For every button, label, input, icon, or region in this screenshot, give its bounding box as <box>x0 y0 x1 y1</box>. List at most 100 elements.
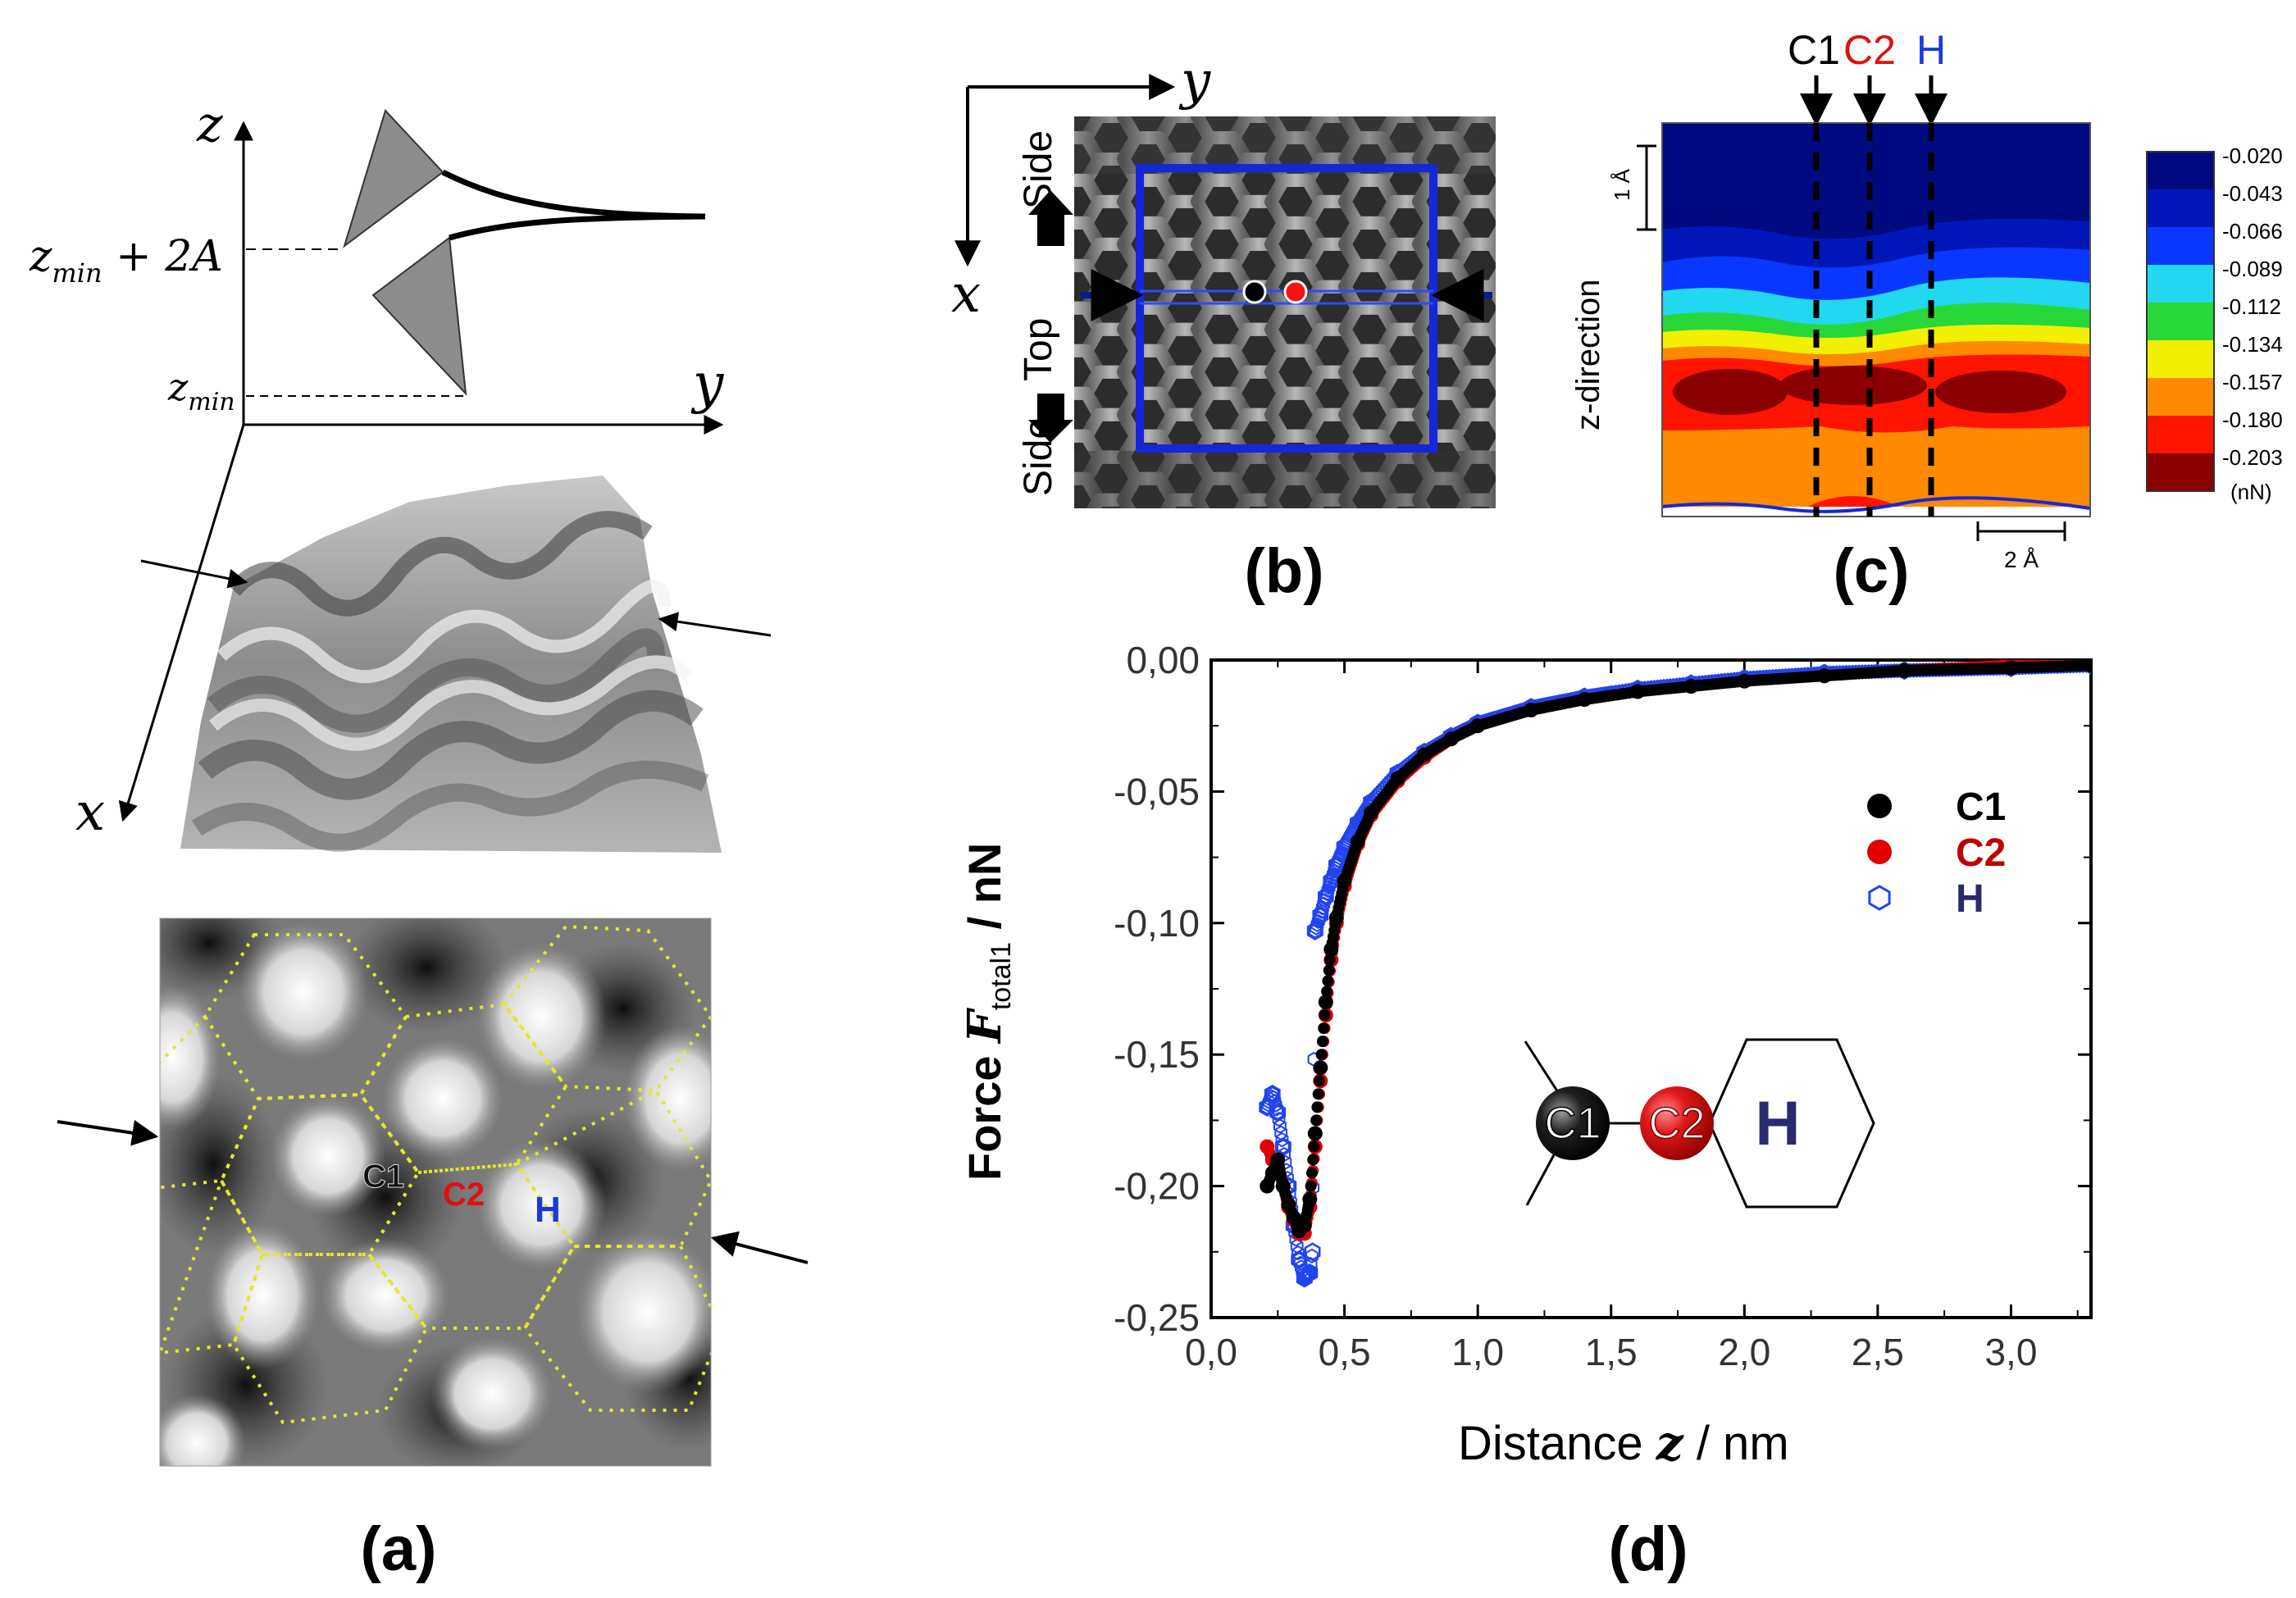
d-data-point-c1 <box>1364 805 1379 821</box>
c-colorbar: -0.020 -0.043 -0.066 -0.089 -0.112 -0.134 -0.1… <box>2146 143 2283 504</box>
image-arrow-left <box>57 1119 159 1146</box>
b-up-arrow-icon <box>1028 190 1073 246</box>
d-point-c1 <box>1314 1075 1326 1087</box>
c-scale-z-label: 1 Å <box>1610 168 1634 201</box>
d-data-point-h <box>1317 887 1334 907</box>
d-point-h <box>1273 1118 1287 1134</box>
d-point-c1 <box>1323 964 1335 977</box>
d-data-point-c1 <box>1264 1165 1280 1181</box>
d-point-c1 <box>1324 954 1337 966</box>
d-data-point-c1 <box>1275 1178 1291 1194</box>
d-data-point-h <box>1312 905 1329 925</box>
d-xtick-label: 2,0 <box>1718 1331 1770 1373</box>
y-axis-label: y <box>690 352 724 415</box>
d-xtick-label: 0,5 <box>1319 1331 1371 1373</box>
c-ylabel: z-direction <box>1570 279 1606 430</box>
x-axis-line <box>118 424 245 822</box>
site-label-h: H <box>535 1190 561 1230</box>
d-data-point-c1 <box>1683 679 1699 694</box>
afm-2d-image <box>160 918 711 1466</box>
d-point-h <box>1304 1257 1318 1272</box>
d-data-point-c1 <box>1897 662 1912 678</box>
d-xtick-label: 0,0 <box>1185 1331 1237 1373</box>
d-ytick-label: -0,20 <box>1114 1165 1200 1208</box>
site-label-c2: C2 <box>443 1177 485 1213</box>
d-inset-c1-ball <box>1536 1086 1610 1160</box>
colorbar-tick-label: -0.066 <box>2222 219 2283 244</box>
site-dot-c1 <box>1242 280 1267 304</box>
d-point-h <box>1292 1245 1305 1261</box>
colorbar-tick-label: -0.020 <box>2222 143 2283 168</box>
d-point-c1 <box>1308 1140 1320 1153</box>
colorbar-swatch <box>2147 265 2214 303</box>
colorbar-tick-label: -0.134 <box>2222 332 2283 357</box>
d-point-h <box>1297 1270 1311 1286</box>
d-inset-hexagon <box>1708 1038 1875 1209</box>
colorbar-swatch <box>2147 416 2214 453</box>
colorbar-swatch <box>2147 303 2214 340</box>
d-legend-label: C2 <box>1956 831 2006 875</box>
d-data-point-c1 <box>1313 1060 1328 1076</box>
site-dot-c2 <box>1283 280 1308 304</box>
d-data-point-h <box>1301 1263 1319 1282</box>
d-point-c1 <box>1318 1022 1330 1035</box>
c-contour-map <box>1662 123 2090 517</box>
d-data-point-h <box>1304 1242 1321 1262</box>
panel-c: C1 C2 H 1 Å z-direc <box>1570 27 2283 606</box>
d-ytick-label: 0,00 <box>1126 639 1200 681</box>
d-point-c1 <box>1305 1180 1317 1192</box>
d-inset-h-label: H <box>1756 1089 1801 1159</box>
d-data-point-c1 <box>1417 747 1433 763</box>
d-data-point-c1 <box>1318 995 1333 1010</box>
d-xlabel: Distance z / nm <box>1458 1415 1789 1471</box>
d-point-c1 <box>1307 1154 1319 1166</box>
tip-upper-triangle <box>343 109 444 248</box>
image-arrow-right <box>710 1231 809 1264</box>
d-xtick-label: 3,0 <box>1984 1331 2037 1373</box>
d-xtick-label: 1,5 <box>1585 1331 1638 1373</box>
d-data-point-c1 <box>1286 1210 1301 1226</box>
d-data-point-c1 <box>1296 1218 1312 1233</box>
d-ytick-label: -0,25 <box>1114 1296 1200 1339</box>
d-data-point-h <box>1259 1097 1276 1117</box>
d-data-point-c1 <box>1307 1126 1323 1141</box>
d-point-h <box>1319 889 1332 904</box>
b-x-axis-label: x <box>951 264 981 325</box>
d-data-point-c1 <box>1328 910 1344 926</box>
panel-b-label: (b) <box>1244 536 1323 606</box>
colorbar-tick-label: -0.089 <box>2222 257 2283 281</box>
d-point-c1 <box>1305 1167 1318 1179</box>
d-point-h <box>1270 1101 1283 1117</box>
b-down-arrow-icon <box>1028 394 1073 443</box>
d-point-h <box>1271 1104 1285 1120</box>
c-top-label-c2: C2 <box>1843 27 1896 73</box>
colorbar-tick-label: -0.112 <box>2222 294 2281 319</box>
nanotube-render <box>1074 116 1496 508</box>
colorbar-swatch <box>2147 378 2214 416</box>
d-data-point-c1 <box>1270 1152 1286 1168</box>
d-point-c1 <box>1315 1049 1328 1061</box>
site-label-c1: C1 <box>362 1159 404 1195</box>
surface-arrow-left <box>140 559 248 589</box>
d-data-point-c1 <box>1816 668 1832 684</box>
d-inset-molecule: C1 C2 H <box>1524 1038 1875 1209</box>
zmin-label: zmin <box>167 365 235 417</box>
d-inset-c1-label: C1 <box>1544 1099 1601 1148</box>
d-data-point-c1 <box>1470 718 1486 734</box>
tapping-curve-upper <box>441 169 706 220</box>
d-series-c1 <box>1260 660 2091 1239</box>
c-top-label-h: H <box>1916 27 1946 73</box>
d-ytick-label: -0,15 <box>1114 1033 1200 1076</box>
force-distance-chart: 0,0 0,5 1,0 1,5 2,0 2,5 3,0 0,00 -0,05 -0,10 -0,15… <box>1114 639 2093 1373</box>
d-data-point-h <box>1264 1084 1281 1104</box>
c-top-label-c1: C1 <box>1788 27 1840 73</box>
d-legend-marker-c1 <box>1867 794 1892 818</box>
panel-a-axes <box>118 121 724 822</box>
surface-arrow-right <box>658 612 772 637</box>
tip-lower-triangle <box>371 236 467 396</box>
panel-a: z y x zmin + 2A zmin <box>29 96 809 1584</box>
d-data-point-h <box>1306 921 1323 940</box>
d-data-point-h <box>1296 1268 1313 1288</box>
